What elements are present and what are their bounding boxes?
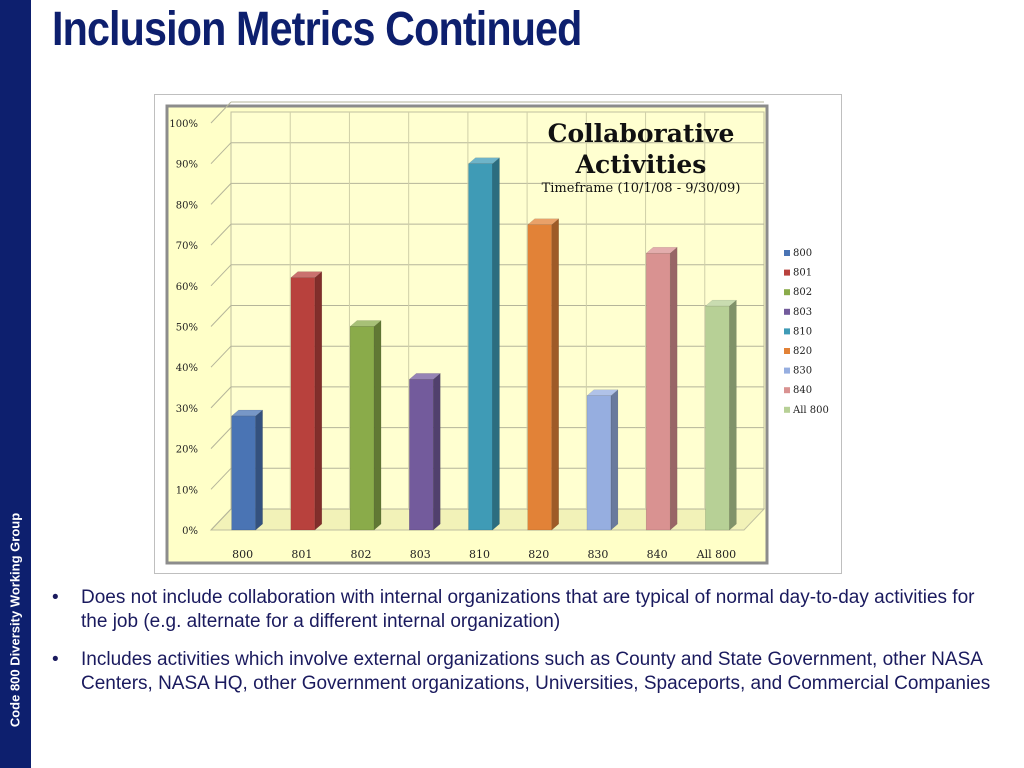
legend-swatch	[784, 367, 790, 374]
x-tick-label: 803	[410, 548, 431, 561]
legend-swatch	[784, 348, 790, 354]
x-tick-label: 820	[528, 548, 549, 561]
x-tick-label: 830	[587, 548, 608, 561]
y-tick-label: 50%	[176, 323, 198, 334]
y-tick-label: 90%	[176, 160, 198, 171]
legend-label: 830	[793, 366, 812, 377]
bar-side	[610, 389, 619, 531]
gridline-side	[210, 508, 232, 531]
bar	[409, 379, 434, 531]
legend-label: 800	[793, 248, 812, 259]
gridline-side	[210, 101, 232, 124]
y-tick-label: 100%	[169, 119, 198, 130]
chart: 0% 10% 20% 30% 40% 50% 60% 70% 80% 90% 100% 800 801 8…	[165, 101, 829, 565]
legend-swatch	[784, 387, 790, 394]
gridline-side	[210, 467, 232, 490]
y-tick-label: 0%	[182, 526, 198, 537]
sidebar-band: Code 800 Diversity Working Group	[0, 0, 31, 768]
bar	[468, 163, 493, 531]
bar-side	[551, 218, 559, 531]
gridline-side	[210, 223, 232, 246]
legend-label: 802	[793, 287, 812, 298]
x-tick-label: 802	[351, 548, 372, 561]
bar	[586, 395, 612, 531]
legend-swatch	[784, 289, 790, 296]
y-tick-label: 70%	[176, 241, 198, 252]
bar-side	[255, 409, 263, 531]
x-tick-label: 800	[232, 548, 253, 561]
bar-side	[373, 319, 382, 531]
chart-title: Collaborative Activities	[547, 119, 735, 179]
bar	[527, 224, 552, 531]
x-tick-label: 840	[647, 548, 668, 561]
gridline-side	[210, 305, 232, 327]
legend-swatch	[784, 328, 790, 335]
gridline-side	[210, 386, 232, 409]
bar	[290, 277, 316, 531]
legend-label: 820	[793, 346, 812, 357]
legend-swatch	[784, 269, 790, 276]
legend-label: 810	[793, 326, 812, 337]
legend-label: 840	[793, 385, 812, 396]
page-title: Inclusion Metrics Continued	[52, 3, 582, 56]
bullet-text: Does not include collaboration with inte…	[81, 587, 975, 632]
legend-label: 803	[793, 307, 812, 318]
bullet-list: • Does not include collaboration with int…	[52, 586, 1002, 710]
gridline-side	[210, 427, 232, 449]
bullet-item: • Does not include collaboration with int…	[52, 586, 1002, 634]
y-tick-label: 60%	[176, 282, 198, 293]
bar	[645, 252, 671, 531]
chart-heading: Collaborative Activities Timeframe (10/1…	[510, 118, 772, 197]
legend-swatch	[784, 250, 790, 256]
bullet-text: Includes activities which involve extern…	[81, 649, 991, 694]
bullet-marker: •	[52, 649, 59, 670]
bar	[705, 305, 730, 531]
bar-side	[492, 157, 500, 531]
bar	[349, 326, 375, 531]
gridline-side	[210, 142, 232, 165]
bar	[231, 415, 256, 531]
legend-swatch	[784, 406, 790, 413]
bar-side	[433, 372, 441, 531]
y-tick-label: 80%	[176, 200, 198, 211]
y-tick-label: 40%	[176, 363, 198, 374]
legend-label: All 800	[792, 405, 829, 416]
legend-label: 801	[793, 268, 812, 279]
y-tick-label: 20%	[176, 445, 198, 456]
bar-side	[669, 246, 678, 531]
x-tick-label: 801	[291, 548, 312, 561]
y-tick-label: 30%	[176, 404, 198, 415]
gridline-side	[210, 345, 232, 368]
bullet-marker: •	[52, 587, 59, 608]
x-tick-label: 810	[469, 548, 490, 561]
gridline-side	[210, 264, 232, 287]
y-tick-label: 10%	[176, 485, 198, 496]
legend-swatch	[784, 308, 790, 315]
bar-side	[314, 271, 323, 531]
bullet-item: • Includes activities which involve exter…	[52, 648, 1002, 696]
gridline-side	[210, 183, 232, 205]
bar-side	[729, 299, 737, 531]
chart-subtitle: Timeframe (10/1/08 - 9/30/09)	[541, 181, 741, 196]
x-tick-label: All 800	[696, 548, 736, 561]
